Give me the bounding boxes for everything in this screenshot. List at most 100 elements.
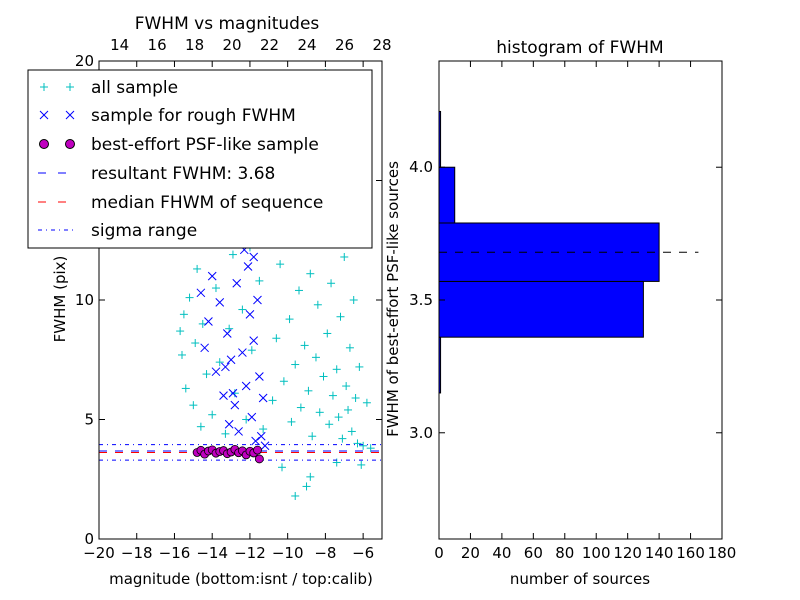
data-point-all-sample	[279, 377, 288, 386]
data-point-all-sample	[340, 252, 349, 261]
x-axis-ticks: 0 20 40 60 80 100 120 140 160 180	[434, 61, 736, 562]
data-point-all-sample	[196, 422, 205, 431]
x-tick-label: 120	[613, 544, 642, 562]
data-point-rough-sample	[211, 367, 221, 377]
data-point-rough-sample	[230, 400, 240, 410]
data-point-all-sample	[311, 353, 320, 362]
marker-stroke	[234, 427, 243, 436]
data-point-all-sample	[328, 391, 337, 400]
data-point-all-sample	[189, 401, 198, 410]
data-point-all-sample	[359, 441, 368, 450]
marker-stroke	[249, 252, 259, 262]
marker-stroke	[224, 419, 234, 429]
marker-stroke	[226, 355, 236, 365]
marker-stroke	[221, 362, 230, 372]
data-point-rough-sample	[255, 372, 264, 381]
data-point-all-sample	[191, 339, 200, 348]
data-point-rough-sample	[232, 278, 242, 288]
data-point-all-sample	[247, 346, 256, 355]
data-point-all-sample	[230, 389, 239, 398]
x-tick-label: −10	[272, 544, 304, 562]
data-point-all-sample	[179, 310, 188, 319]
data-point-rough-sample	[249, 336, 259, 345]
top-x-tick-label: 26	[335, 36, 354, 54]
y-tick-label: 20	[75, 52, 94, 70]
data-point-rough-sample	[204, 317, 213, 326]
data-point-all-sample	[294, 286, 303, 295]
x-tick-label: −14	[196, 544, 228, 562]
marker-stroke	[219, 391, 228, 400]
data-point-all-sample	[351, 393, 360, 402]
histogram-panel: histogram of FWHM 0 20 40 60 80 100 120 140 160 1…	[384, 38, 736, 588]
marker-stroke	[230, 400, 240, 410]
legend-entry-sigma: sigma range	[38, 221, 197, 241]
x-tick-label: 80	[555, 544, 574, 562]
data-point-all-sample	[272, 334, 281, 343]
x-tick-label: −8	[314, 544, 336, 562]
legend-label: sample for rough FWHM	[91, 106, 296, 126]
y-tick-label: 3.5	[409, 291, 433, 309]
data-point-all-sample	[302, 482, 311, 491]
data-point-all-sample	[355, 362, 364, 371]
data-point-all-sample	[215, 358, 224, 367]
legend: all sample sample for rough FWHM best-ef…	[27, 69, 373, 249]
marker-stroke	[260, 441, 270, 451]
data-point-all-sample	[362, 398, 371, 407]
marker-stroke	[243, 262, 253, 271]
marker-stroke	[207, 271, 217, 281]
y-tick-label: 0	[84, 530, 94, 548]
data-point-all-sample	[304, 386, 313, 395]
legend-marker-cross	[39, 110, 75, 120]
top-x-tick-label: 24	[297, 36, 316, 54]
marker-stroke	[255, 372, 264, 381]
marker-stroke	[245, 309, 255, 319]
top-x-tick-label: 20	[223, 36, 242, 54]
top-x-tick-label: 22	[260, 36, 279, 54]
marker-stroke	[251, 436, 260, 446]
y-axis-ticks: 3.0 3.5 4.0	[409, 158, 722, 442]
data-point-all-sample	[306, 472, 315, 481]
data-point-all-sample	[291, 360, 300, 369]
top-x-tick-label: 18	[185, 36, 204, 54]
legend-marker-circle	[65, 139, 75, 149]
top-x-tick-label: 16	[148, 36, 167, 54]
x-tick-label: −12	[234, 544, 266, 562]
data-point-all-sample	[349, 296, 358, 304]
data-point-all-sample	[287, 417, 296, 426]
marker-stroke	[232, 278, 242, 288]
data-point-rough-sample	[253, 295, 262, 305]
histogram-bar	[438, 280, 644, 338]
x-tick-label: 40	[492, 544, 511, 562]
data-point-rough-sample	[251, 436, 260, 446]
data-point-all-sample	[353, 439, 362, 448]
data-point-all-sample	[308, 432, 317, 441]
data-point-all-sample	[221, 429, 230, 438]
marker-stroke	[238, 348, 247, 357]
y-tick-label: 3.0	[409, 424, 433, 442]
marker-stroke	[211, 367, 221, 377]
x-tick-label: 160	[676, 544, 705, 562]
x-tick-label: −18	[121, 544, 153, 562]
x-tick-label: 60	[524, 544, 543, 562]
data-point-all-sample	[176, 327, 185, 336]
data-point-all-sample	[342, 382, 351, 391]
x-tick-label: 0	[434, 544, 444, 562]
marker-stroke	[204, 317, 213, 326]
legend-entry-median: median FHWM of sequence	[38, 193, 323, 213]
data-point-rough-sample	[215, 298, 225, 307]
histogram-bar	[438, 166, 456, 224]
top-axis-ticks: 14 16 18 20 22 24 26 28	[110, 36, 391, 54]
legend-label: sigma range	[91, 221, 197, 241]
data-point-rough-sample	[245, 309, 255, 319]
top-x-tick-label: 14	[110, 36, 129, 54]
x-tick-label: −6	[352, 544, 374, 562]
histogram-ylabel: FWHM of best-effort PSF-like sources	[384, 161, 402, 437]
scatter-xlabel: magnitude (bottom:isnt / top:calib)	[109, 570, 373, 588]
data-point-rough-sample	[196, 288, 206, 298]
data-point-rough-sample	[256, 431, 266, 441]
data-point-rough-sample	[221, 362, 230, 372]
marker-stroke	[228, 388, 238, 398]
data-point-rough-sample	[222, 329, 232, 338]
data-point-all-sample	[347, 427, 356, 436]
